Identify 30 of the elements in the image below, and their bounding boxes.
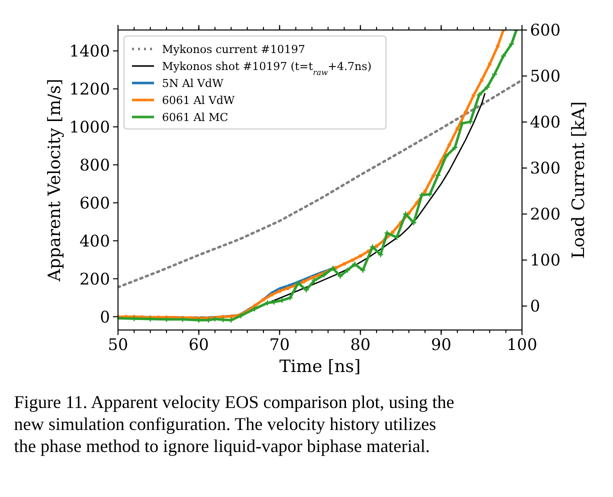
y-tick-label: 1000 [69, 117, 110, 136]
x-tick-label: 90 [431, 335, 452, 354]
x-tick-label: 50 [108, 335, 128, 354]
y-tick-label: 600 [79, 193, 110, 212]
legend-label: 6061 Al MC [162, 110, 228, 124]
y2-tick-label: 500 [530, 66, 561, 86]
y-tick-label: 200 [79, 269, 110, 288]
y2-tick-label: 100 [530, 250, 561, 270]
y-tick-label: 1200 [69, 79, 110, 98]
y2-tick-label: 0 [530, 296, 540, 316]
x-axis-title: Time [ns] [279, 357, 361, 377]
y2-axis-title: Load Current [kA] [569, 101, 589, 259]
legend-label: 6061 Al VdW [162, 94, 236, 107]
y2-tick-label: 400 [530, 112, 561, 132]
legend-label: Mykonos shot #10197 (t=t$_{raw}$+4.7ns) [162, 60, 372, 76]
caption: Figure 11. Apparent velocity EOS comparison plot, using the new simulation configuration. The velocity history utilizes the phase method to ignore liquid-vapor biphase material. [14, 392, 454, 456]
x-tick-label: 70 [269, 335, 290, 354]
x-tick-label: 80 [350, 335, 371, 354]
legend-label: 5N Al VdW [162, 76, 224, 90]
y2-tick-label: 600 [530, 20, 561, 40]
x-tick-label: 100 [506, 335, 538, 354]
y2-tick-label: 300 [530, 158, 561, 178]
legend-label: Mykonos current #10197 [162, 42, 306, 56]
y-tick-label: 800 [79, 155, 110, 174]
y2-tick-label: 200 [530, 204, 561, 224]
y-tick-label: 1400 [69, 41, 110, 60]
y-tick-label: 0 [100, 307, 110, 326]
y-tick-label: 400 [79, 231, 110, 250]
y-axis-title: Apparent Velocity [m/s] [45, 78, 65, 282]
x-tick-label: 60 [188, 335, 209, 354]
